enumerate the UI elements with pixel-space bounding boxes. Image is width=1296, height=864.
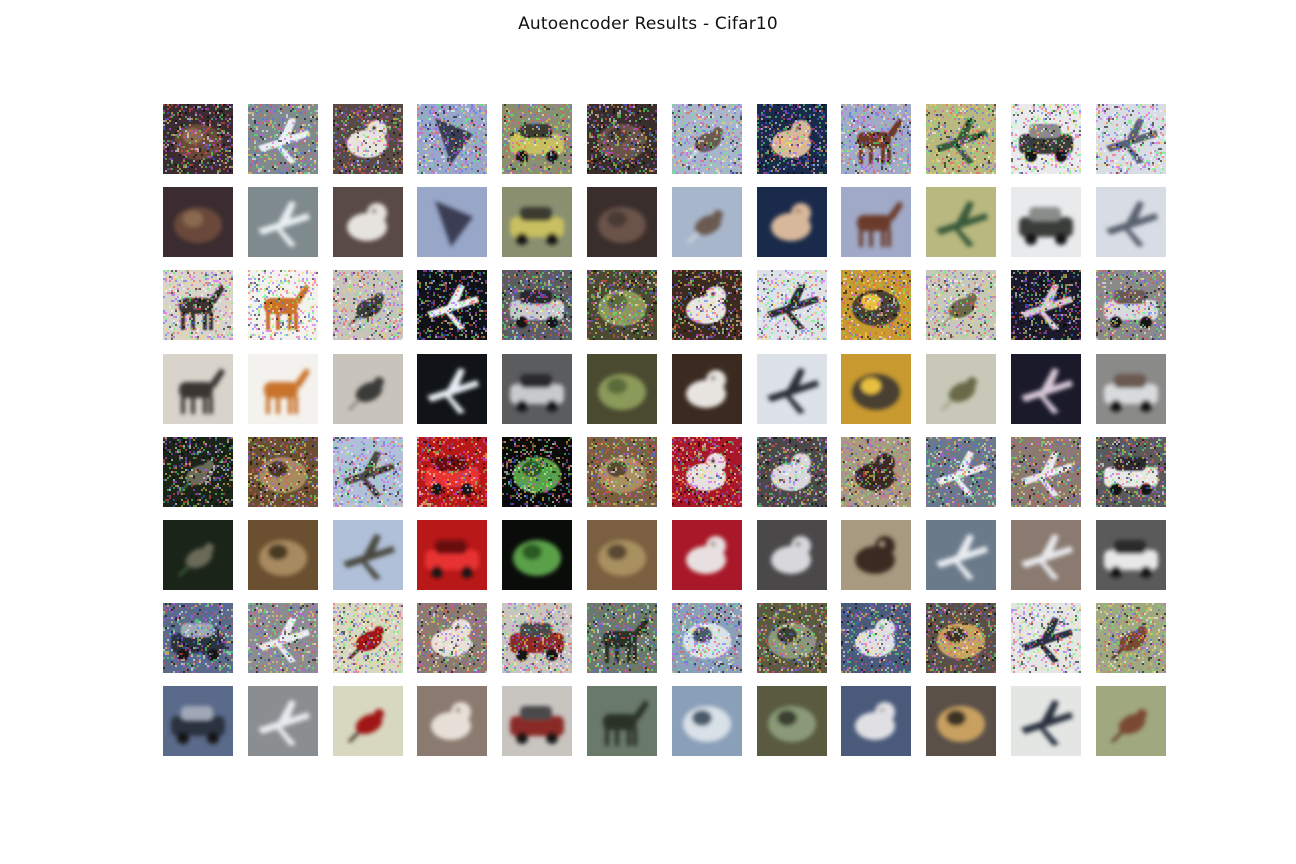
reconstructed-image (587, 520, 657, 590)
reconstructed-image (248, 187, 318, 257)
noisy-input-image (1096, 603, 1166, 673)
noisy-input-image (757, 603, 827, 673)
reconstructed-image (248, 686, 318, 756)
reconstructed-image (502, 354, 572, 424)
reconstructed-image (163, 520, 233, 590)
noisy-input-image (757, 270, 827, 340)
reconstructed-image (672, 686, 742, 756)
noisy-input-image (1011, 603, 1081, 673)
noisy-input-image (672, 104, 742, 174)
noisy-input-image (417, 104, 487, 174)
noisy-input-image (502, 603, 572, 673)
noisy-input-image (163, 437, 233, 507)
reconstructed-image (333, 187, 403, 257)
noisy-input-image (163, 104, 233, 174)
noisy-input-image (248, 104, 318, 174)
reconstructed-image (926, 520, 996, 590)
noisy-input-image (248, 603, 318, 673)
reconstructed-image (333, 354, 403, 424)
noisy-input-image (248, 270, 318, 340)
noisy-input-image (502, 437, 572, 507)
noisy-input-image (333, 270, 403, 340)
noisy-input-image (1096, 437, 1166, 507)
reconstructed-image (417, 354, 487, 424)
reconstructed-image (333, 686, 403, 756)
reconstructed-image (841, 520, 911, 590)
reconstructed-image (1096, 187, 1166, 257)
noisy-input-image (757, 437, 827, 507)
reconstructed-image (1096, 520, 1166, 590)
noisy-input-image (926, 104, 996, 174)
noisy-input-image (417, 603, 487, 673)
noisy-input-image (757, 104, 827, 174)
reconstructed-image (672, 520, 742, 590)
noisy-input-image (502, 104, 572, 174)
noisy-input-image (1011, 270, 1081, 340)
noisy-input-image (163, 603, 233, 673)
reconstructed-image (248, 354, 318, 424)
noisy-input-image (417, 437, 487, 507)
noisy-input-image (841, 104, 911, 174)
reconstructed-image (163, 187, 233, 257)
noisy-input-image (1011, 104, 1081, 174)
noisy-input-image (248, 437, 318, 507)
noisy-input-image (926, 270, 996, 340)
reconstructed-image (1011, 686, 1081, 756)
reconstructed-image (757, 520, 827, 590)
reconstructed-image (587, 354, 657, 424)
figure-title: Autoencoder Results - Cifar10 (0, 14, 1296, 34)
noisy-input-image (587, 270, 657, 340)
noisy-input-image (502, 270, 572, 340)
noisy-input-image (672, 603, 742, 673)
noisy-input-image (333, 104, 403, 174)
reconstructed-image (163, 686, 233, 756)
noisy-input-image (841, 270, 911, 340)
reconstructed-image (757, 187, 827, 257)
reconstructed-image (926, 686, 996, 756)
reconstructed-image (757, 354, 827, 424)
reconstructed-image (1096, 354, 1166, 424)
noisy-input-image (587, 104, 657, 174)
noisy-input-image (672, 270, 742, 340)
noisy-input-image (926, 603, 996, 673)
reconstructed-image (926, 354, 996, 424)
reconstructed-image (163, 354, 233, 424)
reconstructed-image (502, 187, 572, 257)
reconstructed-image (417, 520, 487, 590)
reconstructed-image (333, 520, 403, 590)
noisy-input-image (587, 603, 657, 673)
noisy-input-image (417, 270, 487, 340)
reconstructed-image (248, 520, 318, 590)
reconstructed-image (587, 187, 657, 257)
reconstructed-image (1011, 187, 1081, 257)
reconstructed-image (757, 686, 827, 756)
noisy-input-image (672, 437, 742, 507)
reconstructed-image (1096, 686, 1166, 756)
noisy-input-image (926, 437, 996, 507)
noisy-input-image (163, 270, 233, 340)
noisy-input-image (1096, 270, 1166, 340)
reconstructed-image (841, 686, 911, 756)
reconstructed-image (672, 354, 742, 424)
noisy-input-image (841, 437, 911, 507)
reconstructed-image (1011, 354, 1081, 424)
reconstructed-image (417, 187, 487, 257)
reconstructed-image (926, 187, 996, 257)
reconstructed-image (417, 686, 487, 756)
noisy-input-image (841, 603, 911, 673)
reconstructed-image (587, 686, 657, 756)
reconstructed-image (502, 520, 572, 590)
reconstructed-image (1011, 520, 1081, 590)
noisy-input-image (333, 603, 403, 673)
noisy-input-image (1096, 104, 1166, 174)
noisy-input-image (1011, 437, 1081, 507)
noisy-input-image (587, 437, 657, 507)
noisy-input-image (333, 437, 403, 507)
reconstructed-image (502, 686, 572, 756)
reconstructed-image (841, 354, 911, 424)
reconstructed-image (841, 187, 911, 257)
reconstructed-image (672, 187, 742, 257)
